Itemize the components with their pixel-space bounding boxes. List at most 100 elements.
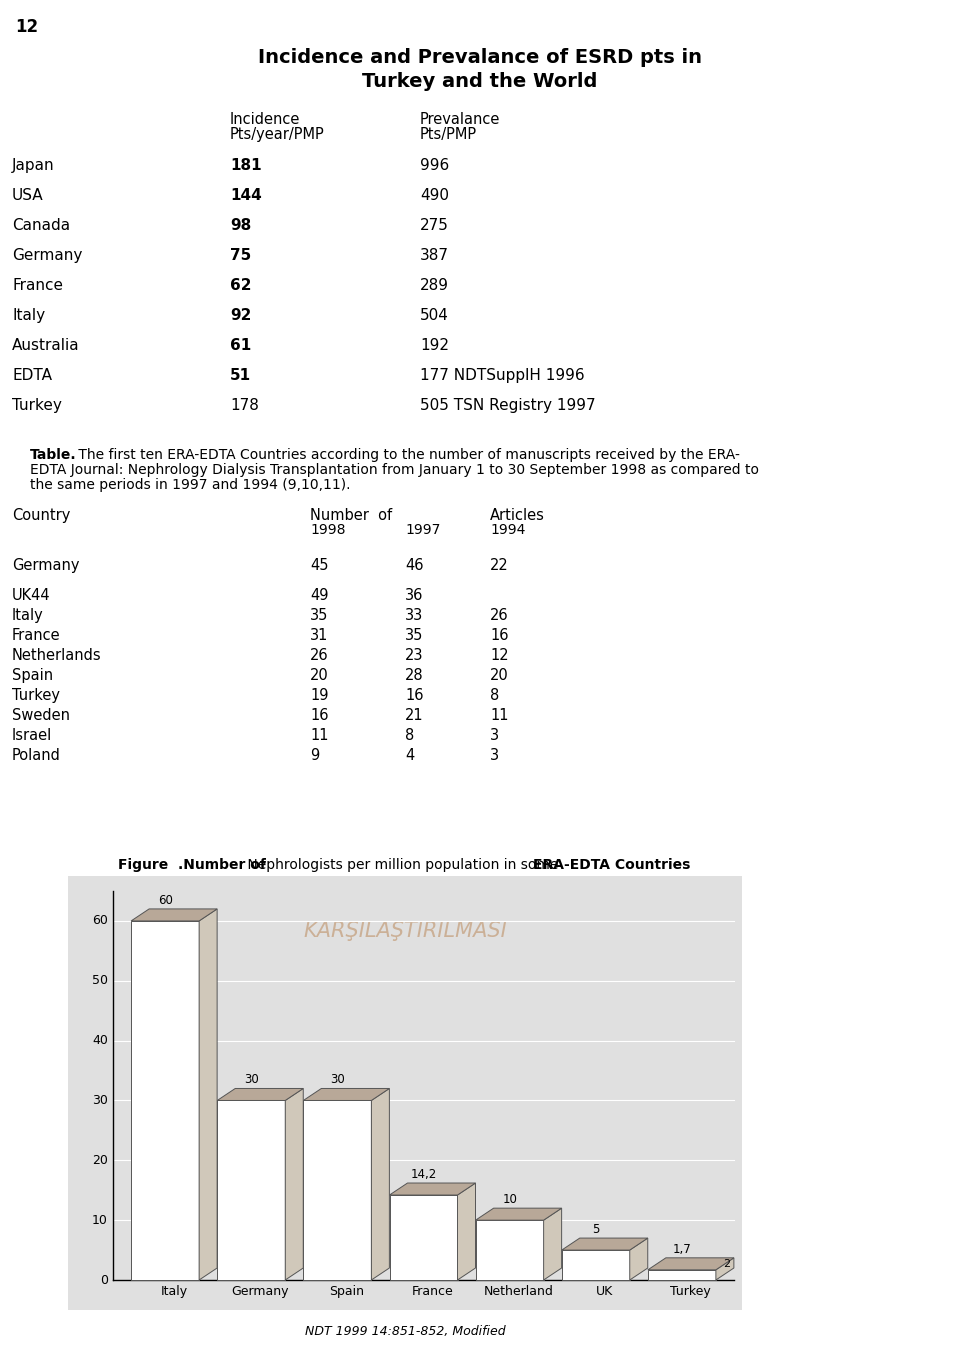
Text: France: France (12, 278, 63, 293)
Text: France: France (412, 1285, 453, 1298)
Bar (390, 1195, 458, 1280)
Text: 20: 20 (490, 669, 509, 683)
Text: 505 TSN Registry 1997: 505 TSN Registry 1997 (420, 399, 595, 414)
Text: Figure  .Number of: Figure .Number of (118, 858, 266, 872)
Text: 26: 26 (490, 607, 509, 622)
Text: 1,7: 1,7 (673, 1243, 691, 1256)
Text: 35: 35 (405, 628, 423, 643)
Text: 12: 12 (15, 18, 38, 37)
Text: 996: 996 (420, 159, 449, 174)
Text: Country: Country (12, 508, 70, 523)
Text: Spain: Spain (329, 1285, 364, 1298)
Text: Netherlands: Netherlands (12, 648, 102, 663)
Text: 75: 75 (230, 248, 252, 263)
Text: Turkey and the World: Turkey and the World (362, 72, 598, 91)
Text: 33: 33 (405, 607, 423, 622)
Text: Turkey: Turkey (670, 1285, 711, 1298)
Polygon shape (458, 1182, 475, 1280)
Text: 0: 0 (100, 1273, 108, 1287)
Bar (303, 1101, 372, 1280)
Text: 8: 8 (405, 728, 415, 743)
Text: 35: 35 (310, 607, 328, 622)
Text: 49: 49 (310, 589, 328, 603)
Text: 23: 23 (405, 648, 423, 663)
Text: 60: 60 (92, 914, 108, 928)
Text: 21: 21 (405, 708, 423, 723)
Text: Turkey: Turkey (12, 687, 60, 702)
Bar (648, 1269, 716, 1280)
Polygon shape (303, 1089, 390, 1101)
Text: 20: 20 (92, 1154, 108, 1166)
Polygon shape (132, 909, 217, 921)
Text: 177 NDTSupplH 1996: 177 NDTSupplH 1996 (420, 367, 585, 382)
Text: Italy: Italy (160, 1285, 188, 1298)
Bar (68, 876, 742, 1310)
Text: 61: 61 (230, 338, 252, 353)
Text: 16: 16 (310, 708, 328, 723)
Text: Poland: Poland (12, 749, 60, 763)
Text: the same periods in 1997 and 1994 (9,10,11).: the same periods in 1997 and 1994 (9,10,… (30, 479, 350, 492)
Text: 16: 16 (405, 687, 423, 702)
Text: Germany: Germany (231, 1285, 289, 1298)
Text: Prevalance: Prevalance (420, 113, 500, 127)
Polygon shape (475, 1208, 562, 1220)
Text: 192: 192 (420, 338, 449, 353)
Text: 26: 26 (310, 648, 328, 663)
Text: 45: 45 (310, 559, 328, 574)
Polygon shape (648, 1258, 733, 1269)
Text: 40: 40 (92, 1035, 108, 1047)
Text: ERA-EDTA Countries: ERA-EDTA Countries (533, 858, 690, 872)
Text: 22: 22 (490, 559, 509, 574)
Text: 11: 11 (490, 708, 509, 723)
Text: 289: 289 (420, 278, 449, 293)
Text: KARŞILAŞTIRILMASI: KARŞILAŞTIRILMASI (303, 921, 507, 941)
Text: 30: 30 (330, 1074, 345, 1086)
Text: 275: 275 (420, 218, 449, 233)
Text: 490: 490 (420, 188, 449, 203)
Text: 12: 12 (490, 648, 509, 663)
Text: 30: 30 (244, 1074, 258, 1086)
Text: Spain: Spain (12, 669, 53, 683)
Text: UK44: UK44 (12, 589, 51, 603)
Text: Israel: Israel (12, 728, 52, 743)
Polygon shape (285, 1089, 303, 1280)
Text: 46: 46 (405, 559, 423, 574)
Bar (475, 1220, 543, 1280)
Text: Turkey: Turkey (12, 399, 61, 414)
Text: Articles: Articles (490, 508, 545, 523)
Polygon shape (390, 1182, 475, 1195)
Text: Netherland: Netherland (484, 1285, 554, 1298)
Text: Pts/year/PMP: Pts/year/PMP (230, 127, 324, 142)
Text: Table.: Table. (30, 447, 77, 462)
Text: Australia: Australia (12, 338, 80, 353)
Polygon shape (199, 909, 217, 1280)
Text: 1994: 1994 (490, 523, 525, 537)
Text: Incidence and Prevalance of ESRD pts in: Incidence and Prevalance of ESRD pts in (258, 47, 702, 66)
Text: Germany: Germany (12, 248, 83, 263)
Text: 504: 504 (420, 308, 449, 323)
Text: 16: 16 (490, 628, 509, 643)
Text: 36: 36 (405, 589, 423, 603)
Text: 50: 50 (92, 974, 108, 987)
Text: USA: USA (12, 188, 43, 203)
Text: Sweden: Sweden (12, 708, 70, 723)
Text: 14,2: 14,2 (410, 1168, 437, 1181)
Text: 178: 178 (230, 399, 259, 414)
Text: 51: 51 (230, 367, 252, 382)
Polygon shape (562, 1238, 648, 1250)
Text: 1998: 1998 (310, 523, 346, 537)
Text: Number  of: Number of (310, 508, 392, 523)
Text: 387: 387 (420, 248, 449, 263)
Text: 1997: 1997 (405, 523, 441, 537)
Text: EDTA Journal: Nephrology Dialysis Transplantation from January 1 to 30 September: EDTA Journal: Nephrology Dialysis Transp… (30, 462, 759, 477)
Polygon shape (372, 1089, 390, 1280)
Text: Pts/PMP: Pts/PMP (420, 127, 477, 142)
Text: Italy: Italy (12, 607, 44, 622)
Text: 10: 10 (502, 1193, 517, 1205)
Text: 181: 181 (230, 159, 262, 174)
Bar (132, 921, 199, 1280)
Text: 8: 8 (490, 687, 499, 702)
Text: EDTA: EDTA (12, 367, 52, 382)
Text: 11: 11 (310, 728, 328, 743)
Polygon shape (716, 1258, 733, 1280)
